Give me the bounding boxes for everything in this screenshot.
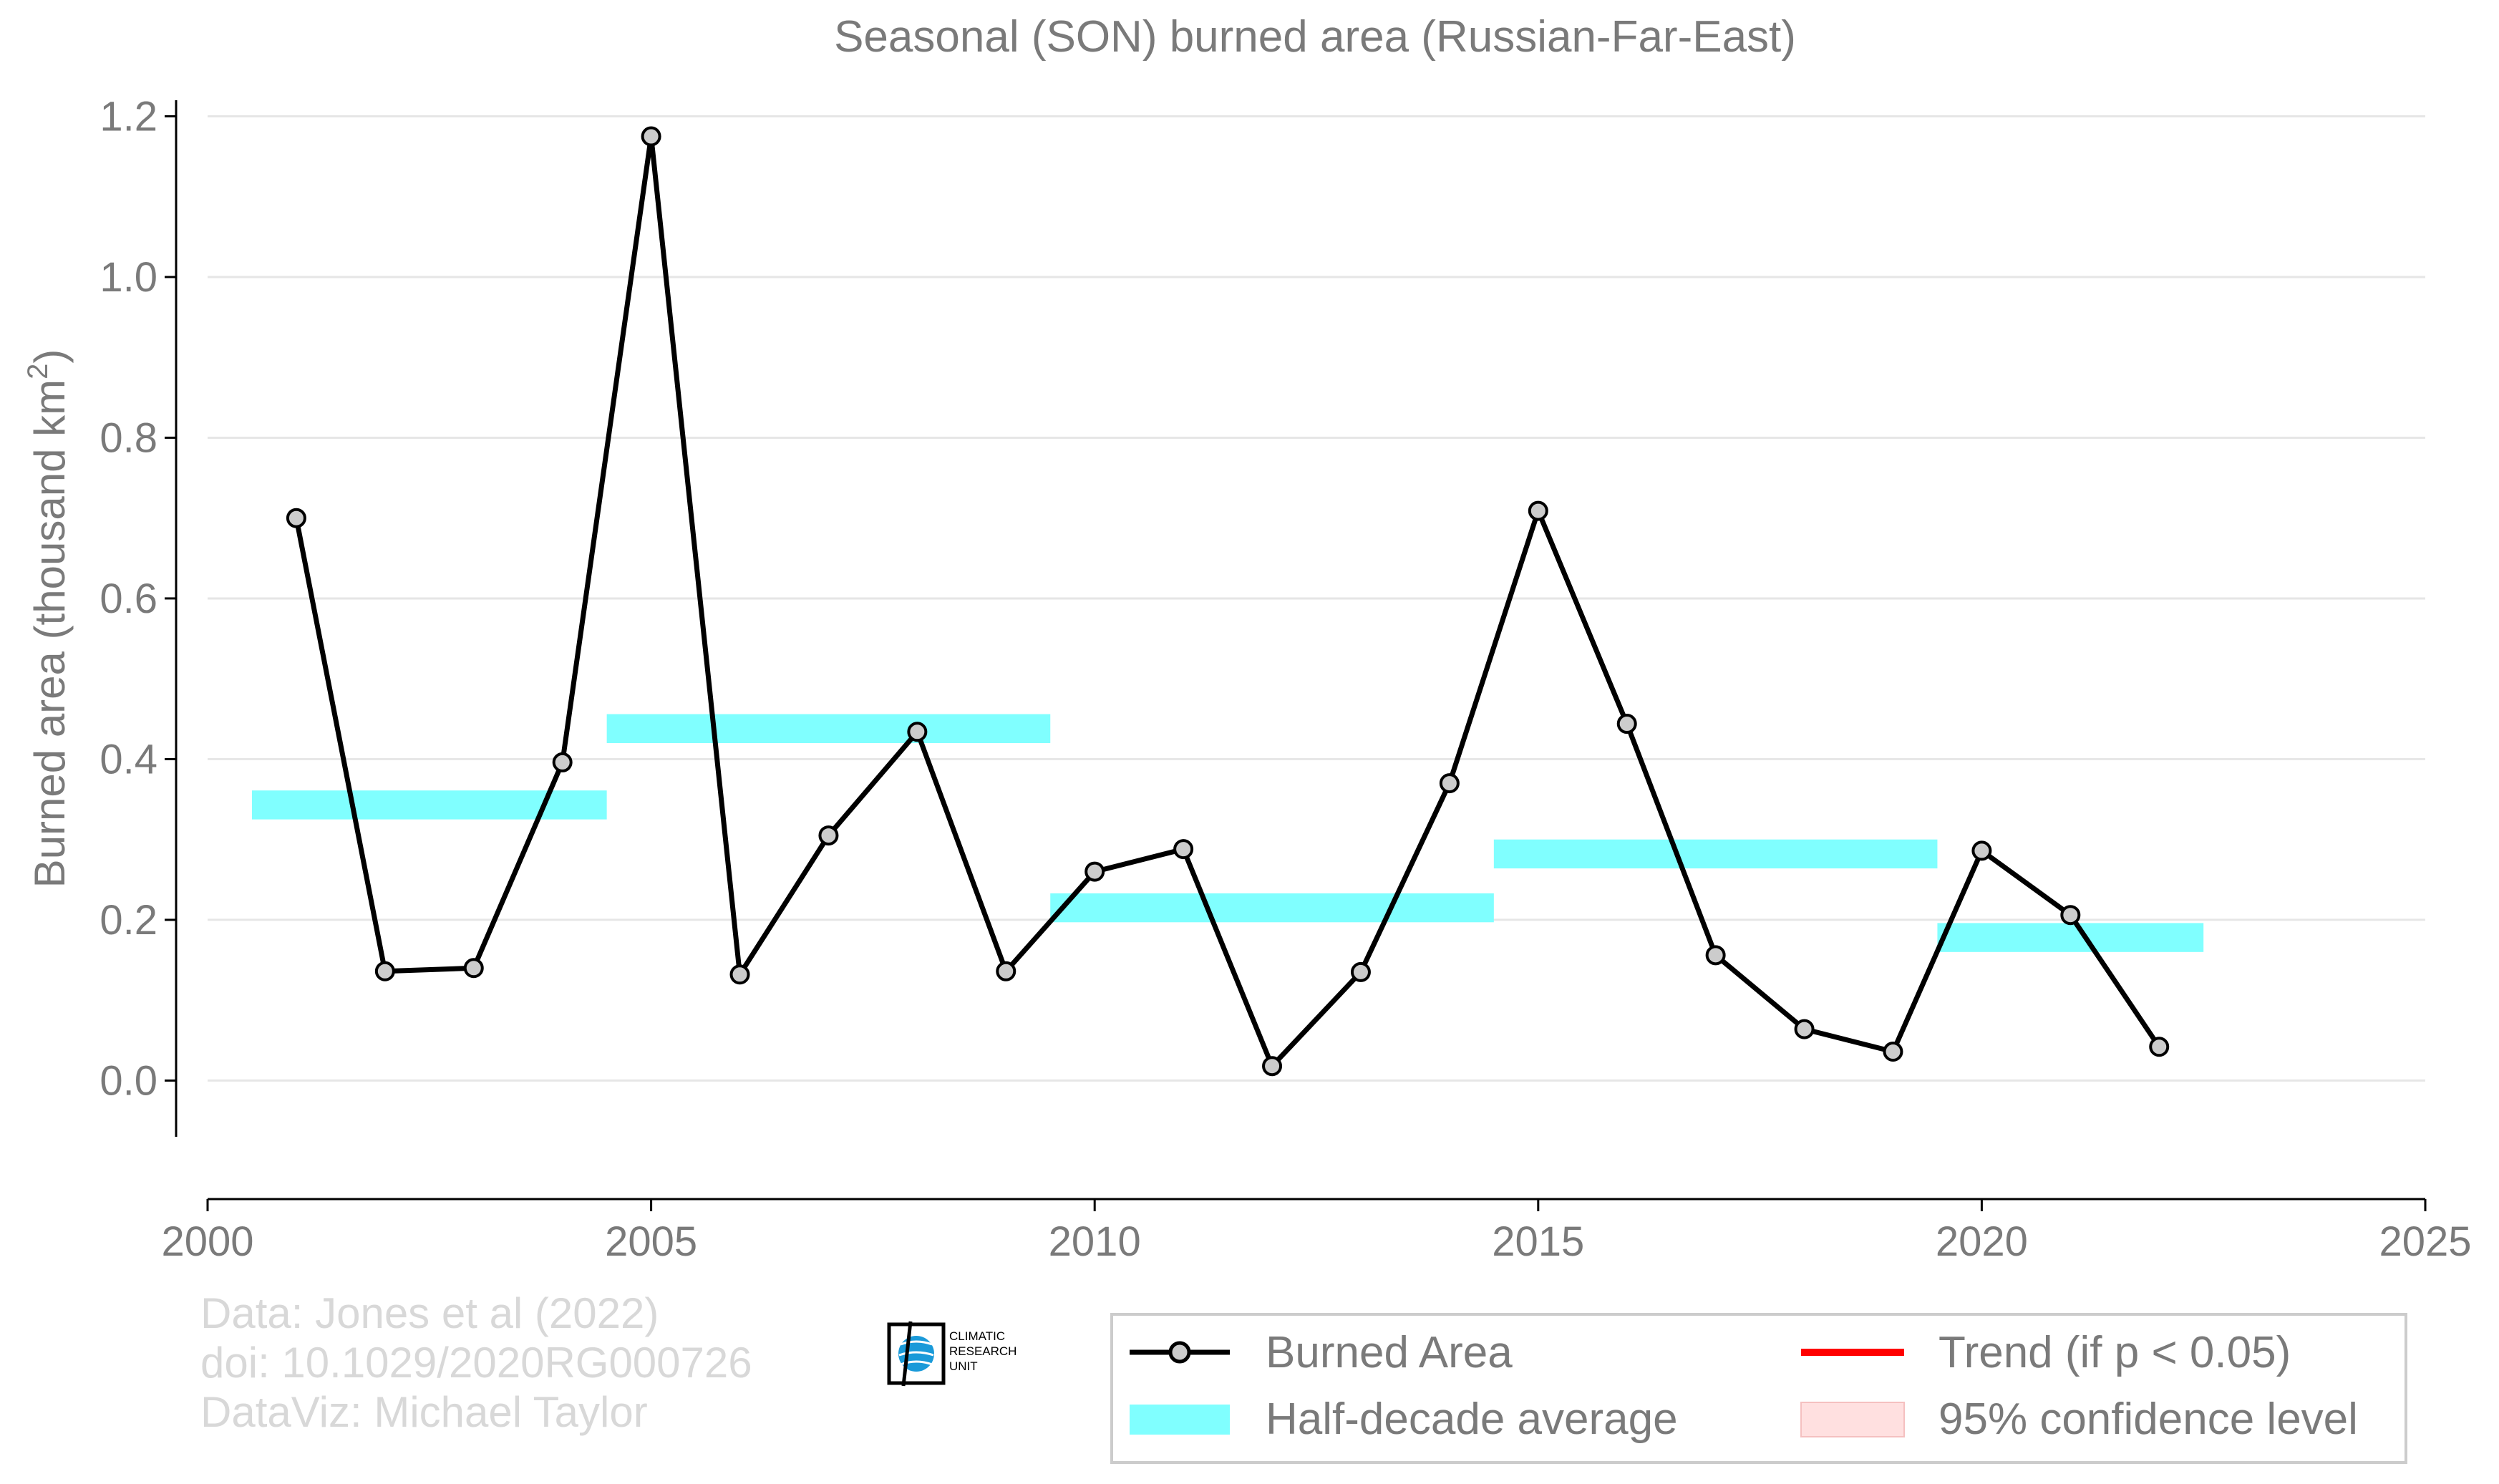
logo-text: UNIT [949, 1359, 978, 1373]
chart-title: Seasonal (SON) burned area (Russian-Far-… [834, 12, 1796, 62]
y-tick-label: 0.0 [100, 1057, 157, 1104]
x-tick-label: 2025 [2379, 1218, 2471, 1265]
half-decade-band [1050, 893, 1494, 923]
series-points [286, 126, 2170, 1077]
legend-swatch-confidence [1800, 1402, 1905, 1437]
credit-line: DataViz: Michael Taylor [200, 1388, 648, 1436]
x-tick-label: 2010 [1049, 1218, 1141, 1265]
data-point [1084, 861, 1105, 882]
legend-swatch-half-decade [1130, 1405, 1230, 1435]
data-point [2060, 905, 2081, 926]
half-decade-band [1937, 923, 2204, 952]
data-point [286, 508, 306, 528]
data-point [641, 126, 661, 147]
series-line-burned-area [293, 134, 2162, 1069]
data-point [552, 752, 573, 772]
logo-slash [901, 1321, 913, 1387]
y-tick-label: 0.6 [100, 576, 157, 622]
x-tick-label: 2020 [1936, 1218, 2028, 1265]
credit-line: doi: 10.1029/2020RG000726 [200, 1339, 752, 1387]
x-tick-label: 2015 [1492, 1218, 1584, 1265]
legend-label: Burned Area [1266, 1328, 1513, 1377]
y-axis-label: Burned area (thousand km2) [22, 349, 74, 888]
gridlines [208, 115, 2425, 1082]
data-point [818, 825, 839, 846]
y-tick-label: 1.0 [100, 254, 157, 301]
data-point [1173, 839, 1194, 860]
cru-logo: CLIMATIC RESEARCH UNIT [887, 1321, 1016, 1387]
half-decade-band [251, 790, 607, 820]
data-point [1262, 1056, 1283, 1077]
y-tick-label: 0.2 [100, 897, 157, 944]
half-decade-band [1493, 839, 1938, 869]
data-point [1883, 1042, 1903, 1062]
y-tick-label: 0.8 [100, 414, 157, 461]
legend-label: Trend (if p < 0.05) [1938, 1328, 2291, 1377]
half-decade-bands [251, 714, 2204, 952]
data-point [1439, 773, 1460, 794]
y-axis-ticks: 0.0 0.2 0.4 0.6 0.8 1.0 1.2 [100, 93, 176, 1104]
globe-lines [898, 1340, 934, 1366]
legend-box [1110, 1313, 2407, 1464]
x-axis-ticks: 2000 2005 2010 2015 2020 2025 [161, 1199, 2472, 1265]
y-tick-label: 0.4 [100, 736, 157, 782]
data-point [1528, 500, 1548, 521]
legend: Burned Area Trend (if p < 0.05) Half-dec… [1110, 1313, 2407, 1464]
logo-text: CLIMATIC [949, 1329, 1005, 1343]
x-tick-label: 2000 [161, 1218, 253, 1265]
credits: Data: Jones et al (2022) doi: 10.1029/20… [200, 1289, 752, 1436]
data-point [2149, 1037, 2170, 1057]
legend-label: Half-decade average [1266, 1395, 1678, 1444]
data-point [1616, 714, 1637, 734]
data-point [907, 722, 928, 742]
legend-marker-burned-area [1168, 1341, 1191, 1364]
data-point [1350, 961, 1371, 982]
legend-label: 95% confidence level [1938, 1395, 2358, 1444]
data-point [1971, 840, 1992, 861]
data-point [1705, 945, 1726, 966]
half-decade-band [606, 714, 1051, 743]
data-point [729, 964, 750, 985]
data-point [463, 958, 484, 979]
data-point [1794, 1019, 1815, 1039]
credit-line: Data: Jones et al (2022) [200, 1289, 659, 1337]
data-point [374, 961, 395, 981]
logo-text: RESEARCH [949, 1344, 1016, 1358]
y-tick-label: 1.2 [100, 93, 157, 140]
data-point [996, 961, 1016, 981]
x-tick-label: 2005 [605, 1218, 697, 1265]
